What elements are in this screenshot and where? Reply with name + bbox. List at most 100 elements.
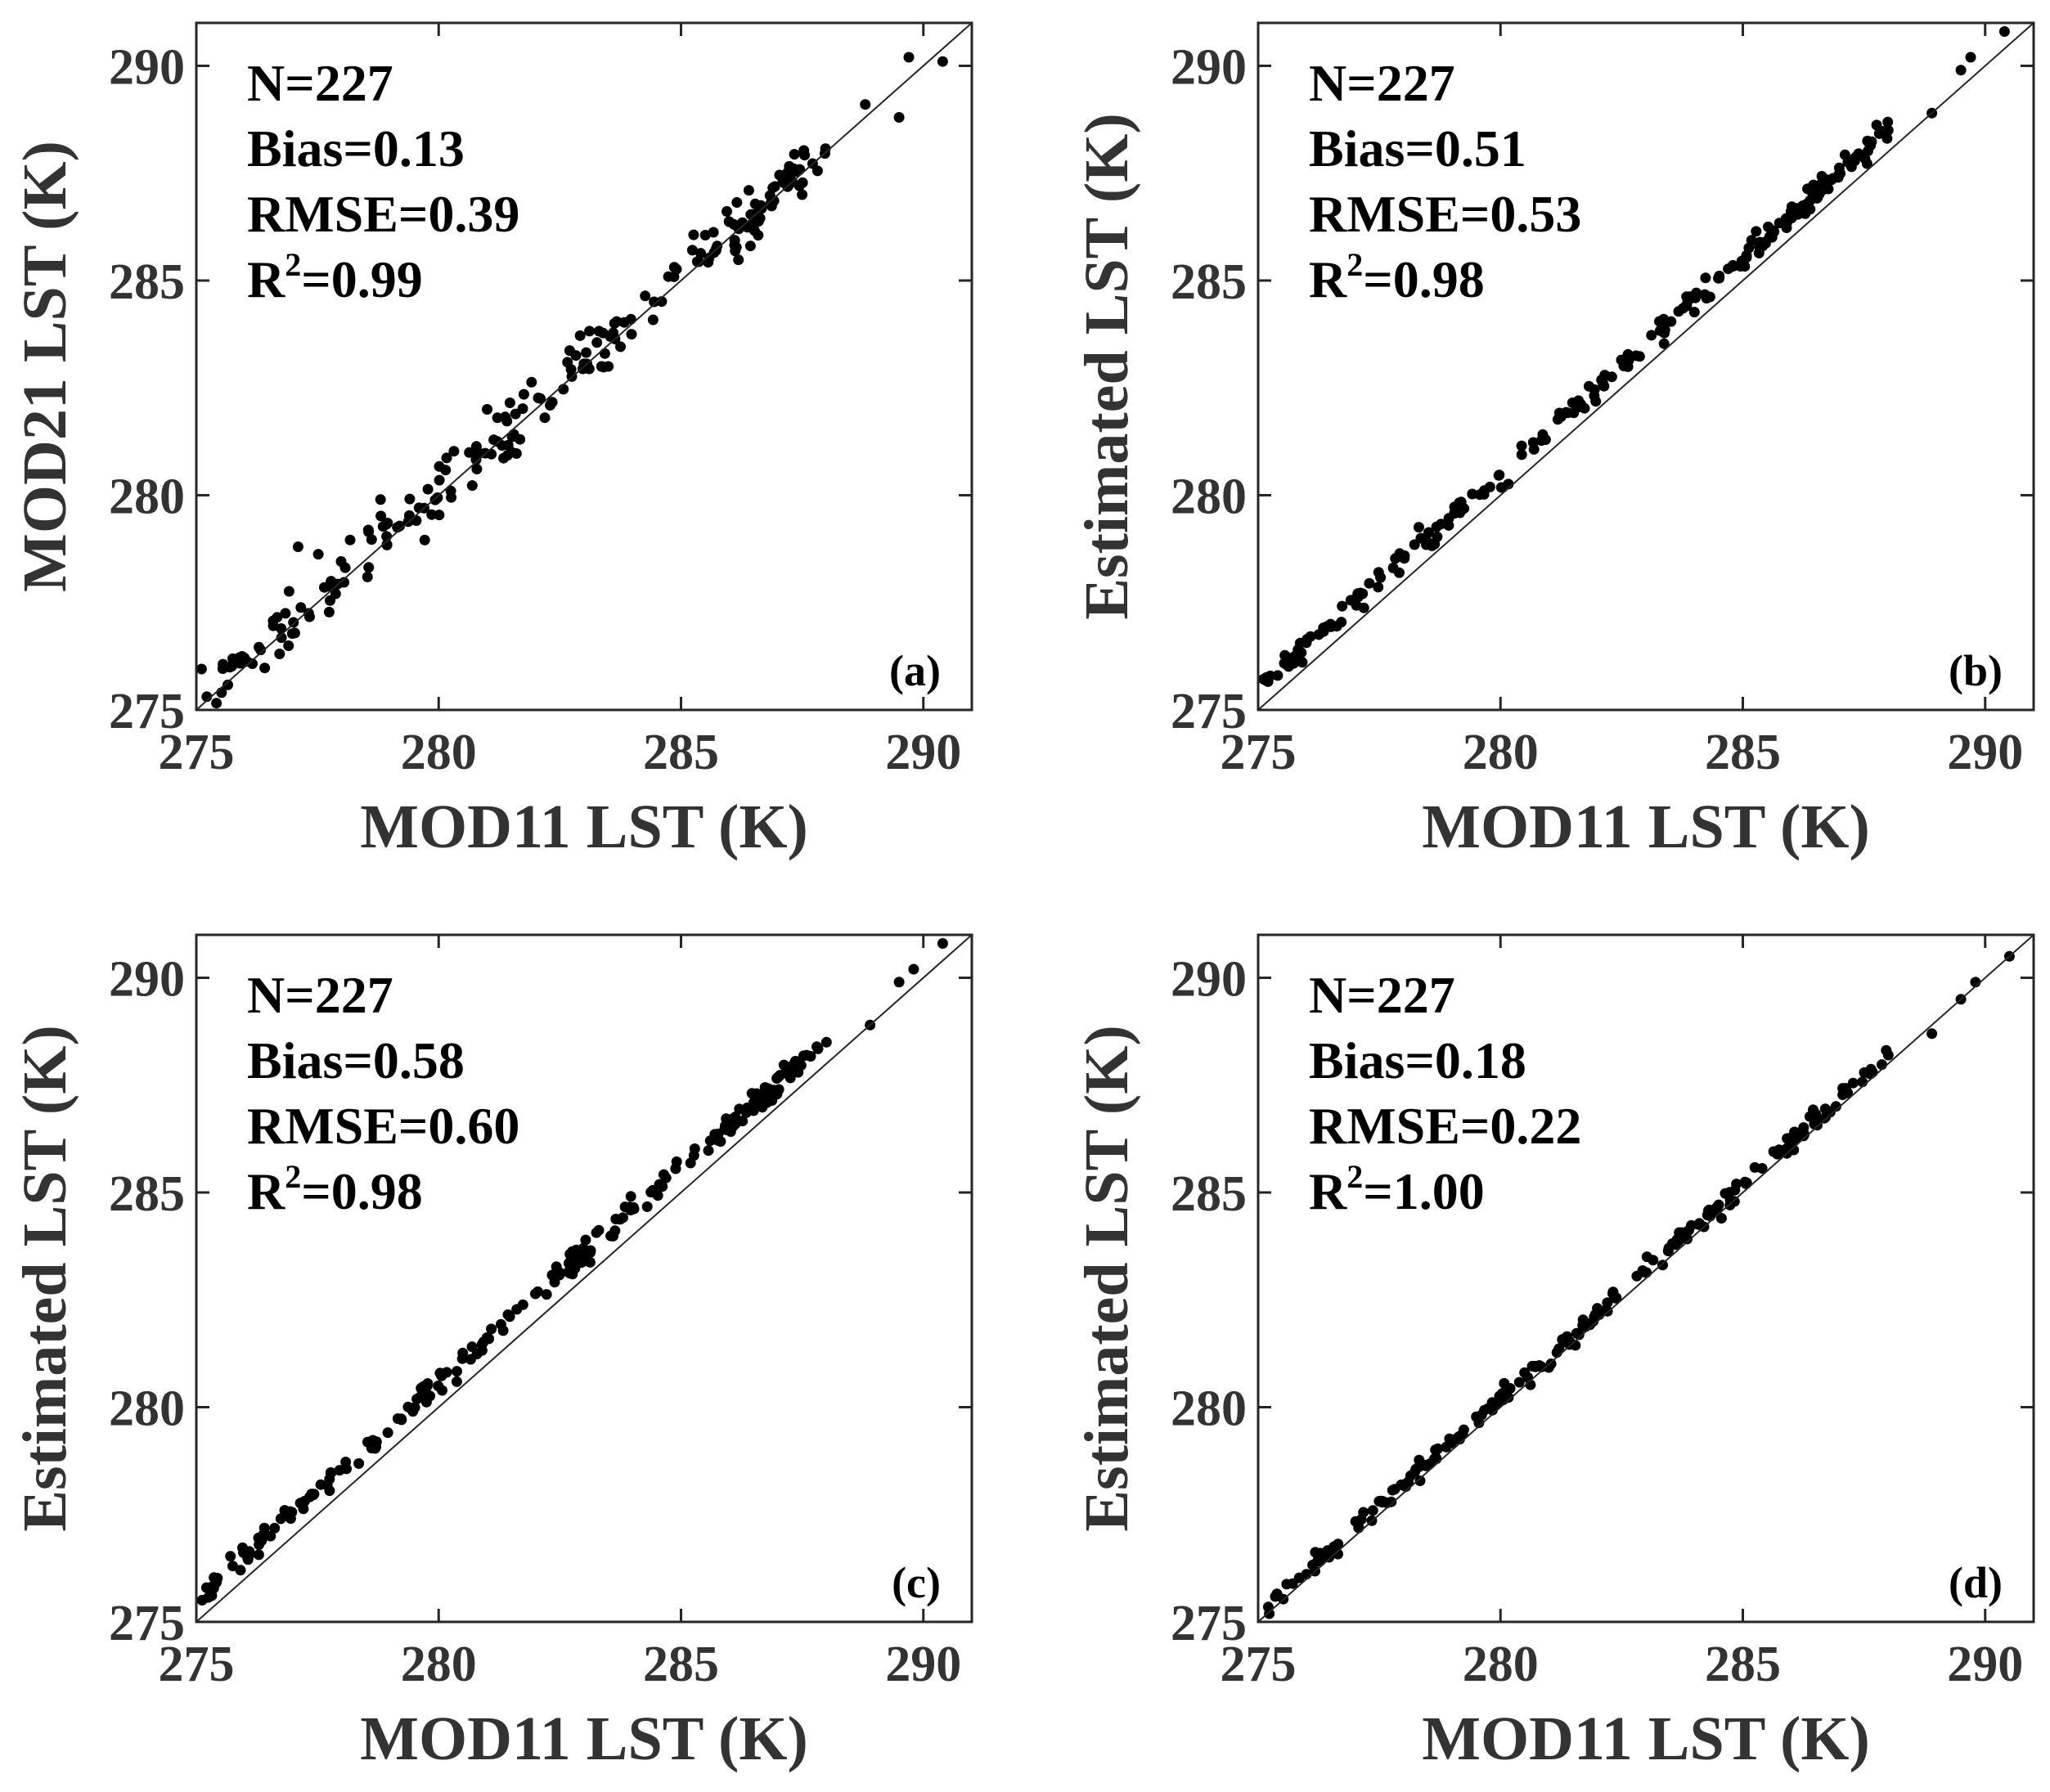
scatter-point <box>488 434 500 446</box>
scatter-point <box>695 248 706 259</box>
scatter-point <box>1545 1359 1557 1369</box>
y-tick-label: 290 <box>109 40 185 96</box>
scatter-point <box>539 412 551 424</box>
y-tick-label: 275 <box>1171 684 1247 739</box>
scatter-point <box>325 595 335 606</box>
scatter-point <box>452 1366 462 1377</box>
scatter-point <box>1455 496 1467 508</box>
scatter-point <box>1325 621 1337 632</box>
scatter-point <box>789 149 800 160</box>
scatter-point <box>937 938 948 949</box>
x-axis-label: MOD11 LST (K) <box>1422 1704 1870 1773</box>
scatter-point <box>1798 1126 1809 1138</box>
scatter-point <box>1400 1478 1412 1489</box>
scatter-point <box>470 441 482 452</box>
scatter-point <box>312 549 324 560</box>
scatter-point <box>402 1401 414 1412</box>
panel-tag: (b) <box>1949 646 2003 695</box>
scatter-point <box>730 1112 741 1123</box>
scatter-point <box>893 977 905 988</box>
scatter-point <box>235 1565 246 1576</box>
scatter-point <box>1279 649 1291 661</box>
scatter-point <box>517 1299 528 1310</box>
scatter-point <box>811 165 823 177</box>
scatter-point <box>510 408 521 420</box>
scatter-point <box>1494 469 1505 481</box>
scatter-point <box>731 197 743 208</box>
scatter-point <box>1700 272 1711 284</box>
scatter-point <box>265 1530 276 1542</box>
scatter-point <box>363 562 375 573</box>
scatter-point <box>753 230 764 241</box>
scatter-point <box>752 216 763 227</box>
plot-area <box>195 21 973 712</box>
scatter-point <box>627 1201 639 1213</box>
x-tick-label: 290 <box>1947 1637 2023 1692</box>
scatter-point <box>1714 272 1725 284</box>
scatter-point <box>1882 116 1894 128</box>
scatter-point <box>640 290 651 302</box>
scatter-point <box>362 571 373 582</box>
scatter-point <box>1611 1292 1622 1304</box>
one-to-one-line <box>1257 934 2034 1623</box>
scatter-point <box>1810 188 1821 200</box>
scatter-point <box>1394 551 1405 562</box>
scatter-point <box>1516 440 1527 451</box>
scatter-point <box>1494 1390 1505 1402</box>
stat-rmse: RMSE=0.39 <box>247 185 519 243</box>
scatter-point <box>285 1513 296 1525</box>
scatter-point <box>1353 1522 1364 1534</box>
panel-tag: (d) <box>1949 1558 2003 1607</box>
scatter-point <box>1866 136 1877 147</box>
scatter-point <box>564 345 575 357</box>
scatter-point <box>280 608 291 619</box>
scatter-point <box>225 1551 236 1562</box>
scatter-point <box>404 493 416 505</box>
scatter-point <box>492 412 503 424</box>
x-tick-label: 275 <box>159 1637 235 1692</box>
axis-ticks: 275 280 285 290 275 280 285 290 <box>109 23 972 780</box>
scatter-points <box>196 938 948 1606</box>
scatter-points <box>1258 26 2010 687</box>
r2-base: R <box>1309 250 1347 308</box>
r2-exponent: 2 <box>285 246 301 283</box>
axis-ticks: 275 280 285 290 275 280 285 290 <box>109 935 972 1692</box>
y-axis-label: MOD21 LST (K) <box>11 141 79 592</box>
scatter-point <box>470 454 482 465</box>
scatter-point <box>295 602 307 613</box>
scatter-point <box>1865 1063 1877 1075</box>
scatter-point <box>797 177 808 188</box>
scatter-point <box>1336 617 1347 628</box>
scatter-point <box>403 510 415 521</box>
scatter-point <box>579 1255 591 1266</box>
scatter-point <box>471 464 483 474</box>
r2-value: =0.98 <box>301 1162 422 1220</box>
scatter-point <box>603 361 614 372</box>
scatter-point <box>1882 124 1894 136</box>
scatter-point <box>1373 582 1384 593</box>
one-to-one-line <box>196 22 973 711</box>
y-tick-label: 290 <box>1171 952 1247 1008</box>
scatter-point <box>292 541 303 552</box>
scatter-point <box>668 262 680 273</box>
scatter-point <box>688 229 699 240</box>
scatter-point <box>448 446 460 457</box>
scatter-point <box>1441 1441 1452 1453</box>
scatter-point <box>1457 1428 1468 1439</box>
scatter-point <box>1409 539 1420 550</box>
scatter-point <box>1261 675 1272 686</box>
scatter-point <box>1444 1433 1455 1444</box>
scatter-point <box>1630 350 1642 362</box>
panel-d: 275 280 285 290 275 280 285 290 N=227 Bias=0.18… <box>1072 933 2035 1773</box>
scatter-point <box>456 1353 468 1364</box>
scatter-point <box>1387 1484 1398 1496</box>
scatter-point <box>267 620 279 631</box>
scatter-point <box>1753 247 1765 258</box>
scatter-point <box>334 1465 345 1476</box>
scatter-point <box>1394 567 1405 578</box>
scatter-point <box>274 649 285 659</box>
x-tick-label: 280 <box>1463 1637 1539 1692</box>
x-tick-label: 290 <box>885 725 961 780</box>
scatter-point <box>1484 481 1495 492</box>
scatter-point <box>1809 1118 1820 1130</box>
